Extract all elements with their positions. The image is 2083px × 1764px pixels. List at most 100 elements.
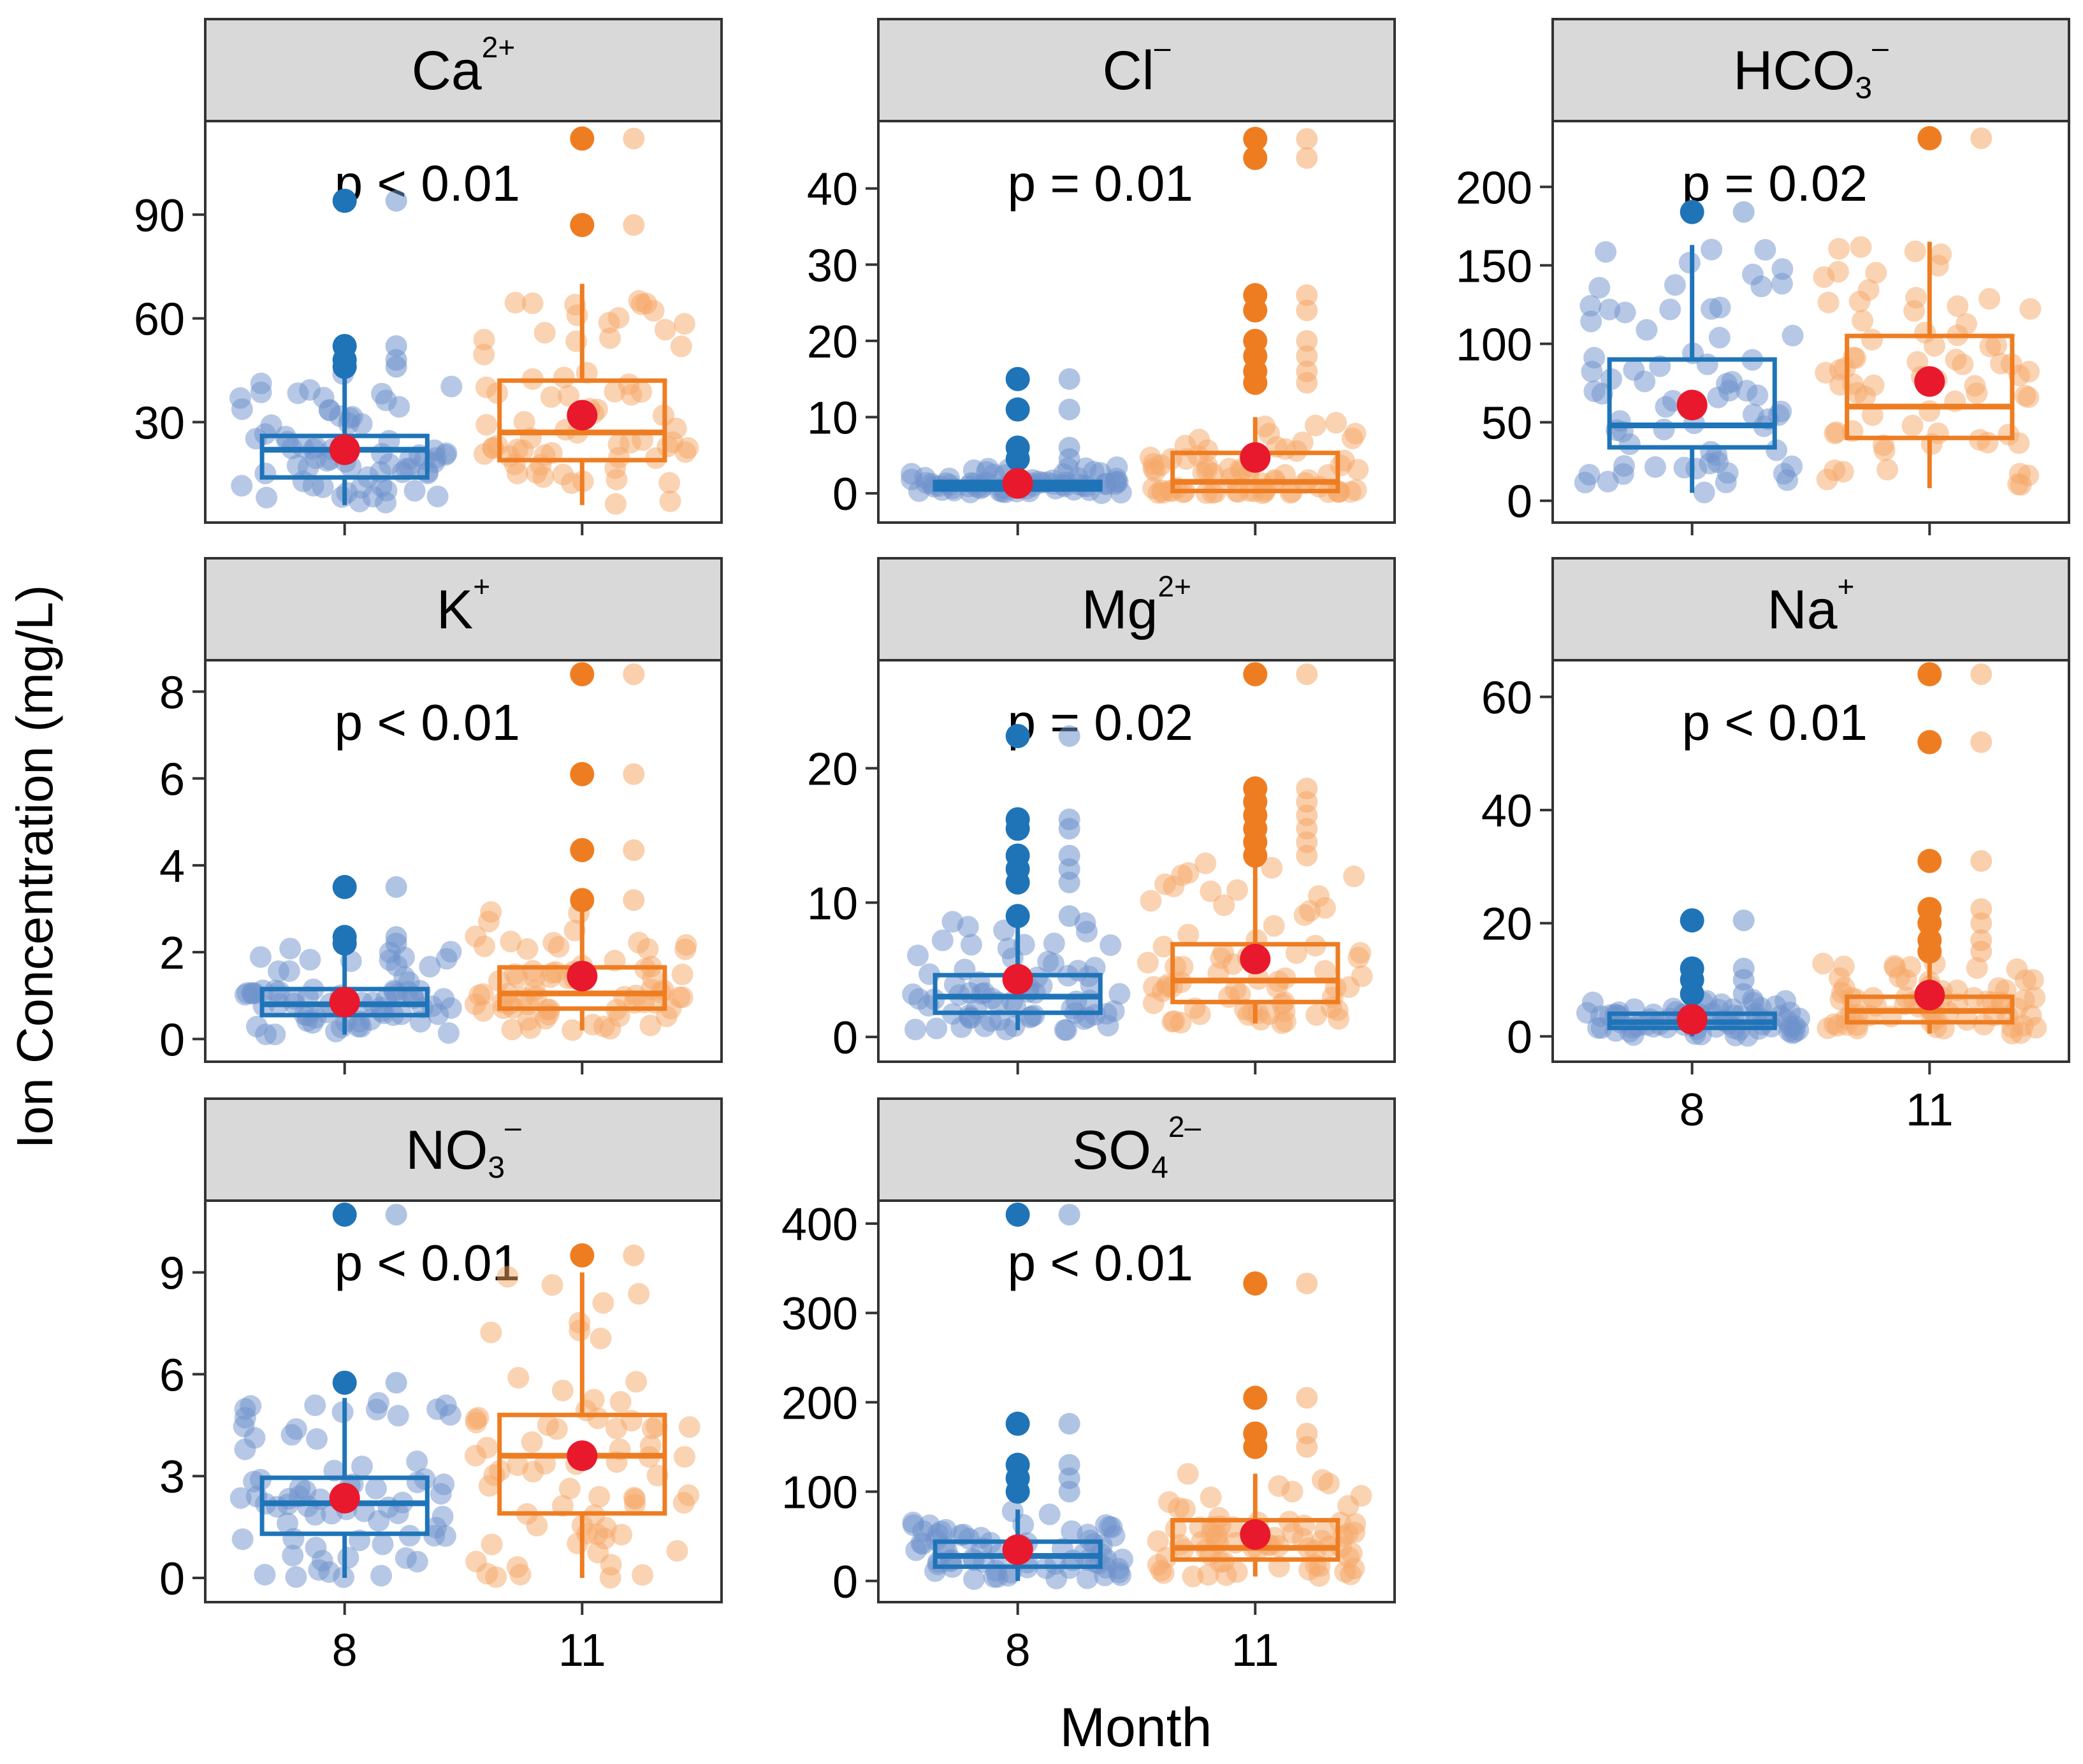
outlier-point bbox=[570, 126, 595, 151]
jitter-point bbox=[541, 1274, 563, 1296]
jitter-point bbox=[1261, 857, 1283, 879]
jitter-point bbox=[475, 414, 498, 436]
jitter-point bbox=[1636, 319, 1658, 341]
jitter-point bbox=[516, 938, 539, 960]
jitter-point bbox=[351, 1456, 373, 1478]
jitter-point bbox=[1291, 431, 1314, 454]
jitter-point bbox=[1258, 1003, 1281, 1025]
jitter-point bbox=[500, 930, 522, 953]
y-tick-label: 100 bbox=[781, 1468, 858, 1519]
jitter-point bbox=[1781, 455, 1803, 477]
jitter-point bbox=[646, 1415, 668, 1437]
jitter-point bbox=[379, 949, 401, 971]
facet-strip-title: K+ bbox=[437, 570, 490, 640]
jitter-point bbox=[2012, 1015, 2035, 1037]
facet-strip bbox=[877, 1097, 1396, 1202]
jitter-point bbox=[1296, 127, 1318, 150]
y-tick-label: 200 bbox=[781, 1378, 858, 1429]
outlier-point bbox=[332, 1203, 357, 1227]
jitter-point bbox=[513, 410, 535, 433]
jitter-point bbox=[1850, 236, 1872, 258]
y-tick-label: 6 bbox=[159, 755, 185, 806]
jitter-point bbox=[1311, 1469, 1333, 1491]
jitter-point bbox=[588, 1486, 611, 1508]
jitter-point bbox=[1347, 946, 1370, 969]
jitter-point bbox=[1824, 423, 1846, 445]
jitter-point bbox=[521, 292, 544, 314]
facet-strip bbox=[204, 18, 723, 122]
jitter-point bbox=[1296, 1422, 1318, 1445]
jitter-point bbox=[1970, 898, 1992, 920]
mean-point bbox=[329, 434, 360, 465]
jitter-point bbox=[662, 431, 684, 453]
outlier-point bbox=[570, 837, 595, 862]
p-value-label: p < 0.01 bbox=[335, 155, 520, 212]
jitter-point bbox=[338, 407, 361, 429]
jitter-point bbox=[1828, 238, 1850, 260]
jitter-point bbox=[1673, 456, 1695, 479]
y-tick-label: 50 bbox=[1481, 398, 1532, 449]
outlier-point bbox=[332, 1370, 357, 1395]
jitter-point bbox=[620, 431, 642, 454]
p-value-label: p < 0.01 bbox=[335, 1234, 520, 1291]
jitter-point bbox=[1970, 127, 1992, 149]
x-tick-label: 8 bbox=[332, 1625, 358, 1676]
y-tick-label: 400 bbox=[781, 1199, 858, 1250]
jitter-point bbox=[1058, 437, 1080, 459]
jitter-point bbox=[1058, 1454, 1080, 1476]
p-value-label: p = 0.02 bbox=[1682, 155, 1868, 212]
jitter-point bbox=[385, 1204, 407, 1225]
jitter-point bbox=[304, 1394, 326, 1417]
jitter-point bbox=[658, 472, 681, 494]
jitter-point bbox=[406, 1450, 428, 1473]
outlier-point bbox=[1243, 328, 1268, 353]
jitter-point bbox=[630, 293, 653, 315]
jitter-point bbox=[623, 763, 645, 785]
facet-panel-na: Na+ 0 20 40 60 8 11 p < 0.01 bbox=[1481, 557, 2070, 1136]
jitter-point bbox=[1823, 1013, 1845, 1035]
y-tick-label: 0 bbox=[159, 1554, 185, 1605]
jitter-point bbox=[1023, 1004, 1045, 1027]
jitter-point bbox=[1296, 345, 1318, 367]
jitter-point bbox=[1344, 1513, 1367, 1535]
y-tick-label: 150 bbox=[1456, 241, 1532, 292]
mean-point bbox=[1676, 389, 1708, 421]
jitter-point bbox=[282, 1544, 304, 1566]
y-tick-label: 4 bbox=[159, 841, 185, 892]
jitter-point bbox=[506, 438, 528, 461]
jitter-point bbox=[1813, 266, 1835, 288]
jitter-point bbox=[925, 1017, 948, 1039]
jitter-point bbox=[623, 1244, 645, 1266]
jitter-point bbox=[986, 1566, 1008, 1588]
jitter-point bbox=[630, 380, 653, 403]
jitter-point bbox=[1058, 1413, 1080, 1435]
jitter-point bbox=[430, 1482, 452, 1505]
mean-point bbox=[567, 400, 598, 431]
y-tick-label: 30 bbox=[134, 398, 185, 449]
jitter-point bbox=[1973, 1013, 1995, 1036]
jitter-point bbox=[625, 1371, 648, 1393]
mean-point bbox=[1002, 1534, 1033, 1565]
outlier-point bbox=[1243, 126, 1268, 151]
facet-panel-no: NO3– 0 3 6 9 8 11 p < 0.01 bbox=[159, 1097, 723, 1676]
y-tick-label: 6 bbox=[159, 1350, 185, 1401]
jitter-point bbox=[440, 941, 462, 963]
jitter-point bbox=[540, 386, 562, 408]
jitter-point bbox=[1341, 428, 1363, 450]
jitter-point bbox=[993, 919, 1015, 941]
jitter-point bbox=[1296, 284, 1318, 307]
outlier-point bbox=[1917, 897, 1942, 922]
jitter-point bbox=[1581, 361, 1603, 383]
outlier-point bbox=[570, 213, 595, 238]
jitter-point bbox=[254, 1563, 276, 1586]
jitter-point bbox=[476, 1563, 498, 1585]
jitter-point bbox=[1334, 1561, 1356, 1583]
jitter-point bbox=[1736, 380, 1758, 402]
jitter-point bbox=[1781, 1022, 1803, 1045]
jitter-point bbox=[403, 480, 426, 502]
facet-strip-title: Na+ bbox=[1767, 570, 1855, 640]
jitter-point bbox=[1824, 459, 1846, 482]
jitter-point bbox=[1296, 360, 1318, 382]
jitter-point bbox=[1862, 374, 1885, 396]
jitter-point bbox=[1196, 439, 1219, 461]
